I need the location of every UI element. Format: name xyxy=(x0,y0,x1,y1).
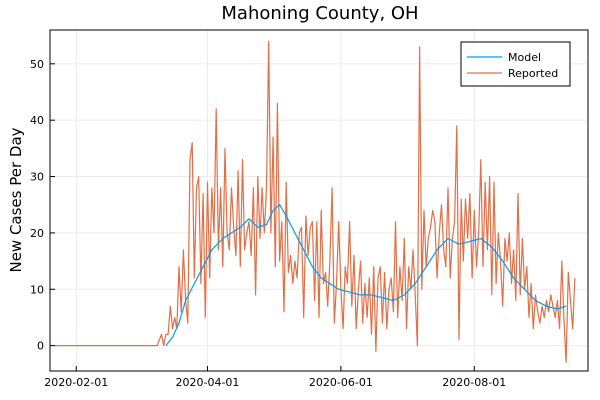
x-axis-ticks: 2020-02-01 2020-04-01 2020-06-01 2020-08-01 xyxy=(44,366,506,389)
x-tick-label: 2020-08-01 xyxy=(442,376,506,389)
y-tick-label: 30 xyxy=(30,171,44,184)
y-tick-label: 10 xyxy=(30,283,44,296)
legend: Model Reported xyxy=(460,41,571,87)
x-tick-label: 2020-06-01 xyxy=(309,376,373,389)
x-tick-label: 2020-02-01 xyxy=(44,376,108,389)
legend-box xyxy=(460,41,571,87)
y-tick-label: 40 xyxy=(30,114,44,127)
y-tick-label: 20 xyxy=(30,227,44,240)
legend-label-model: Model xyxy=(508,51,541,64)
x-tick-label: 2020-04-01 xyxy=(175,376,239,389)
y-tick-label: 0 xyxy=(37,340,44,353)
series-lines xyxy=(54,40,576,364)
y-tick-label: 50 xyxy=(30,58,44,71)
plot-frame xyxy=(49,29,589,372)
series-line-model xyxy=(165,204,567,346)
chart-title: Mahoning County, OH xyxy=(221,3,418,24)
y-axis-title: New Cases Per Day xyxy=(7,127,25,272)
legend-label-reported: Reported xyxy=(508,67,558,80)
series-line-reported xyxy=(54,40,576,364)
y-axis-ticks: 0 10 20 30 40 50 xyxy=(30,58,55,353)
